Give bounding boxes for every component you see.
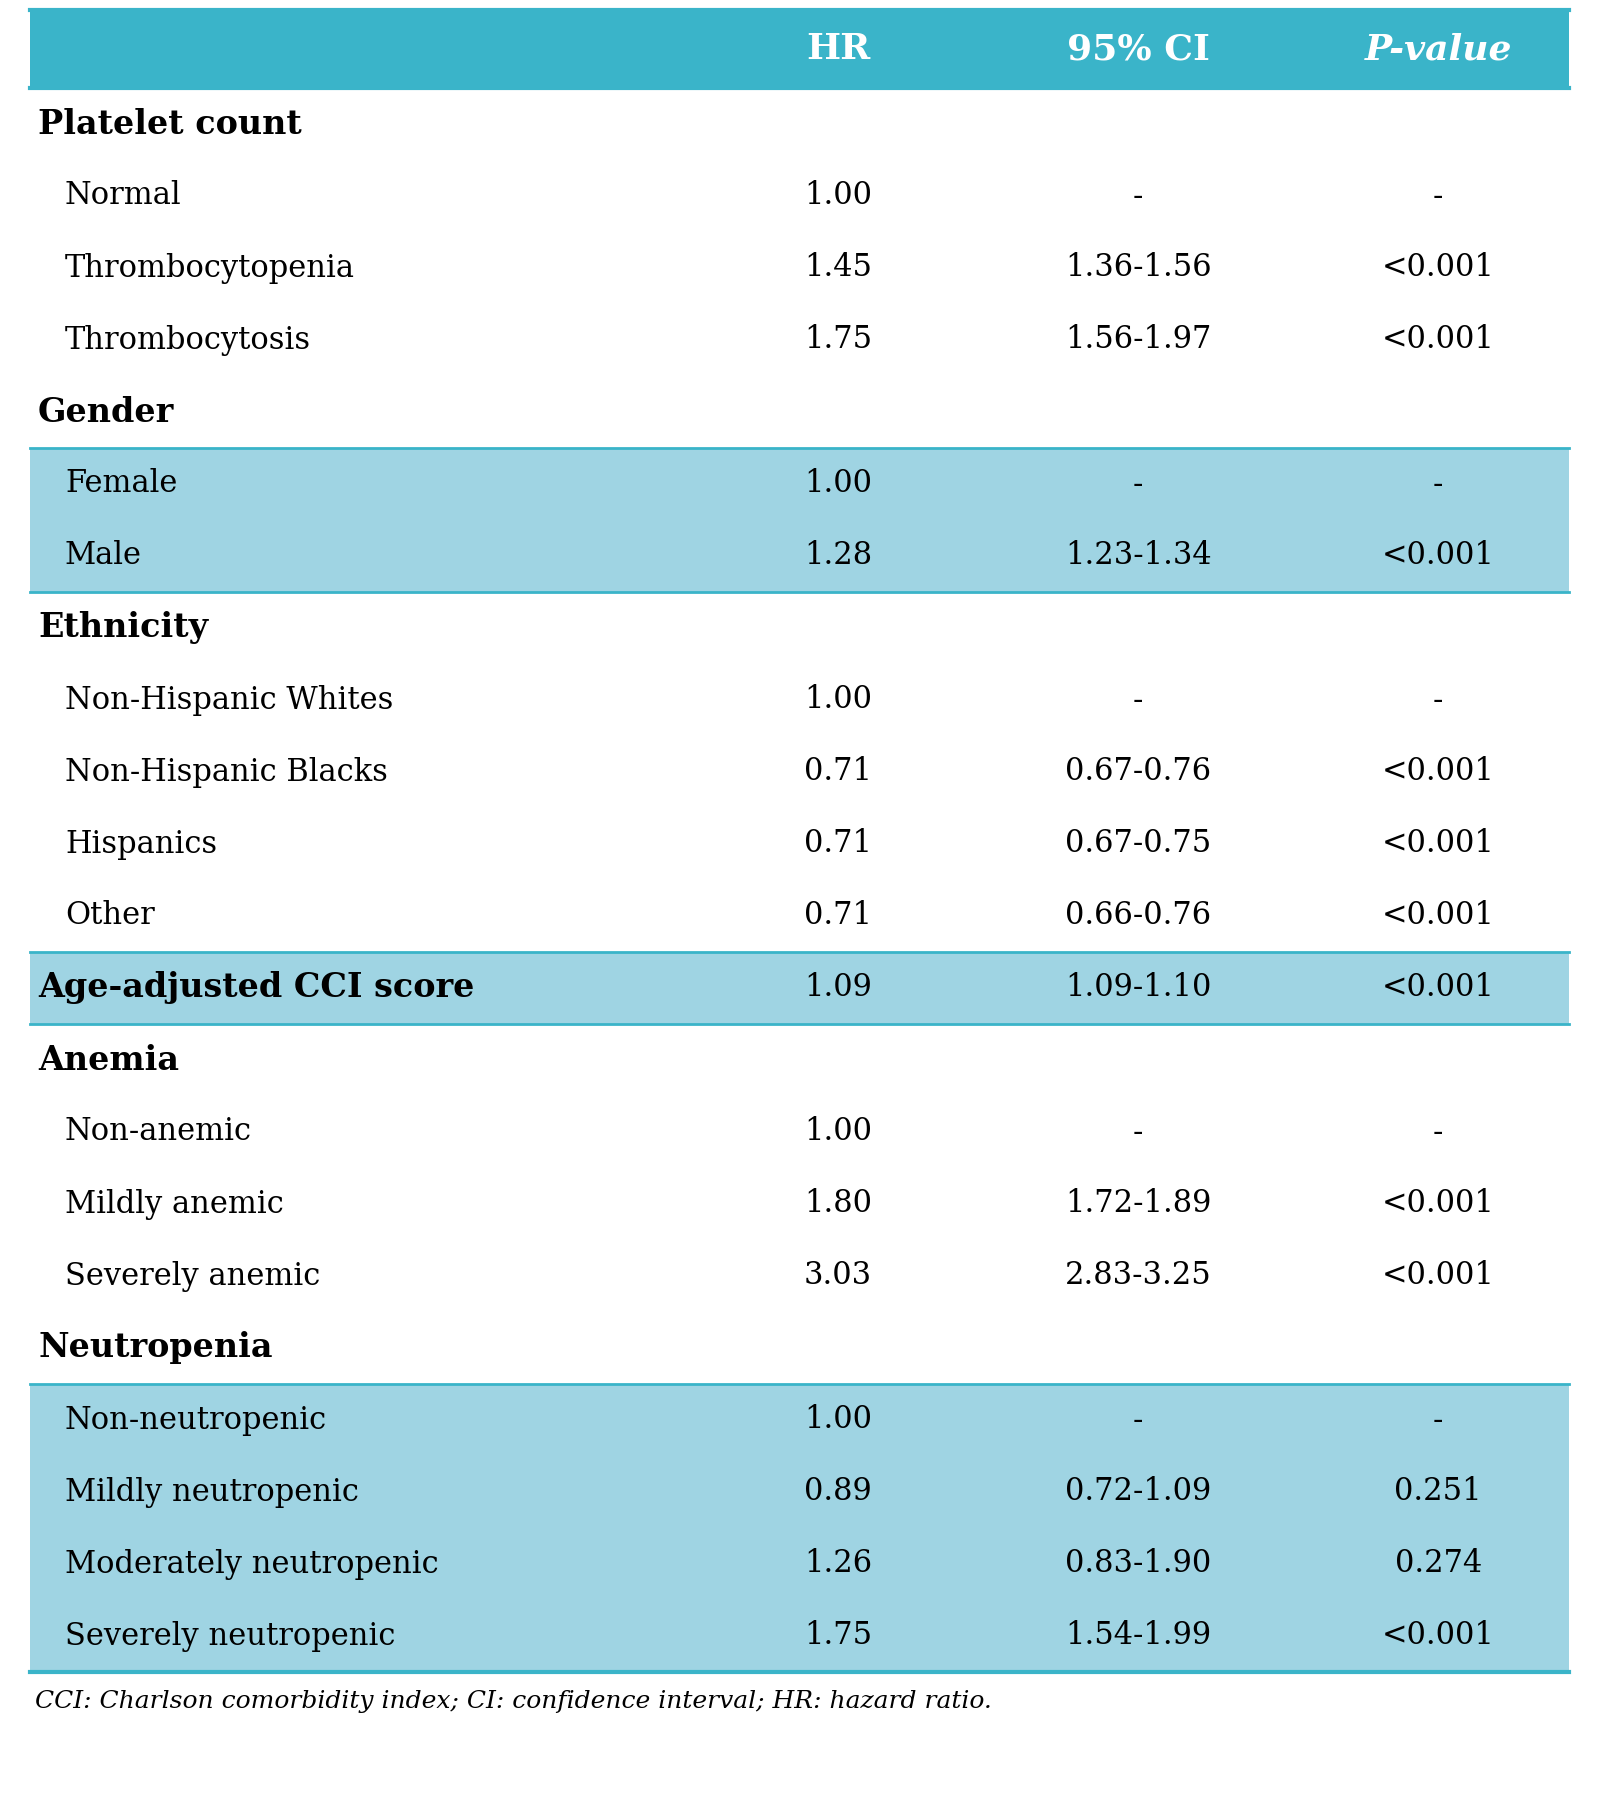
Text: <0.001: <0.001 — [1382, 1260, 1495, 1292]
Text: <0.001: <0.001 — [1382, 972, 1495, 1004]
Text: Gender: Gender — [38, 396, 174, 428]
Text: 0.67-0.75: 0.67-0.75 — [1065, 828, 1210, 860]
Text: Severely anemic: Severely anemic — [66, 1260, 320, 1292]
Text: <0.001: <0.001 — [1382, 252, 1495, 283]
Text: <0.001: <0.001 — [1382, 540, 1495, 572]
Text: -: - — [1433, 180, 1444, 212]
Text: -: - — [1433, 1404, 1444, 1436]
Text: -: - — [1134, 468, 1143, 499]
Text: Mildly neutropenic: Mildly neutropenic — [66, 1476, 358, 1508]
Text: -: - — [1134, 684, 1143, 715]
Text: 1.28: 1.28 — [804, 540, 871, 572]
Text: 0.83-1.90: 0.83-1.90 — [1065, 1548, 1210, 1580]
Bar — [30, 952, 1569, 1024]
Text: 2.83-3.25: 2.83-3.25 — [1065, 1260, 1212, 1292]
Text: <0.001: <0.001 — [1382, 828, 1495, 860]
Text: Moderately neutropenic: Moderately neutropenic — [66, 1548, 438, 1580]
Text: 0.251: 0.251 — [1394, 1476, 1482, 1508]
Text: -: - — [1433, 1116, 1444, 1148]
Text: 95% CI: 95% CI — [1067, 32, 1209, 67]
Text: Female: Female — [66, 468, 177, 499]
Text: 0.71: 0.71 — [804, 756, 871, 788]
Text: 1.72-1.89: 1.72-1.89 — [1065, 1188, 1212, 1220]
Text: Male: Male — [66, 540, 142, 572]
Text: Neutropenia: Neutropenia — [38, 1332, 272, 1364]
Text: 1.00: 1.00 — [804, 468, 871, 499]
Text: Anemia: Anemia — [38, 1044, 179, 1076]
Text: <0.001: <0.001 — [1382, 324, 1495, 356]
Text: HR: HR — [806, 32, 870, 67]
Bar — [30, 448, 1569, 520]
Text: 1.75: 1.75 — [804, 1620, 871, 1652]
Text: 1.54-1.99: 1.54-1.99 — [1065, 1620, 1210, 1652]
Text: 1.00: 1.00 — [804, 1404, 871, 1436]
Text: Hispanics: Hispanics — [66, 828, 217, 860]
Text: <0.001: <0.001 — [1382, 900, 1495, 932]
Text: 3.03: 3.03 — [804, 1260, 871, 1292]
Text: Thrombocytosis: Thrombocytosis — [66, 324, 312, 356]
Text: 0.67-0.76: 0.67-0.76 — [1065, 756, 1210, 788]
Text: -: - — [1433, 468, 1444, 499]
Text: P-value: P-value — [1364, 32, 1513, 67]
Text: 1.36-1.56: 1.36-1.56 — [1065, 252, 1212, 283]
Text: 1.56-1.97: 1.56-1.97 — [1065, 324, 1212, 356]
Text: Non-neutropenic: Non-neutropenic — [66, 1404, 328, 1436]
Text: Ethnicity: Ethnicity — [38, 612, 208, 644]
Text: CCI: Charlson comorbidity index; CI: confidence interval; HR: hazard ratio.: CCI: Charlson comorbidity index; CI: con… — [35, 1690, 991, 1714]
Text: 1.00: 1.00 — [804, 684, 871, 715]
Text: 0.274: 0.274 — [1394, 1548, 1482, 1580]
Text: -: - — [1433, 684, 1444, 715]
Text: Non-anemic: Non-anemic — [66, 1116, 253, 1148]
Text: 1.80: 1.80 — [804, 1188, 871, 1220]
Text: 0.89: 0.89 — [804, 1476, 871, 1508]
Bar — [30, 1528, 1569, 1600]
Bar — [30, 520, 1569, 592]
Text: <0.001: <0.001 — [1382, 1188, 1495, 1220]
Text: 0.66-0.76: 0.66-0.76 — [1065, 900, 1210, 932]
Bar — [30, 11, 1569, 88]
Text: Age-adjusted CCI score: Age-adjusted CCI score — [38, 972, 475, 1004]
Text: Platelet count: Platelet count — [38, 108, 302, 140]
Text: 1.23-1.34: 1.23-1.34 — [1065, 540, 1212, 572]
Text: 1.09: 1.09 — [804, 972, 871, 1004]
Text: 0.72-1.09: 0.72-1.09 — [1065, 1476, 1210, 1508]
Text: 1.09-1.10: 1.09-1.10 — [1065, 972, 1212, 1004]
Text: Non-Hispanic Whites: Non-Hispanic Whites — [66, 684, 393, 715]
Text: <0.001: <0.001 — [1382, 756, 1495, 788]
Text: Thrombocytopenia: Thrombocytopenia — [66, 252, 355, 283]
Text: 1.26: 1.26 — [804, 1548, 871, 1580]
Bar — [30, 1384, 1569, 1456]
Text: -: - — [1134, 180, 1143, 212]
Text: Non-Hispanic Blacks: Non-Hispanic Blacks — [66, 756, 389, 788]
Text: Mildly anemic: Mildly anemic — [66, 1188, 283, 1220]
Text: 1.00: 1.00 — [804, 1116, 871, 1148]
Text: -: - — [1134, 1404, 1143, 1436]
Text: -: - — [1134, 1116, 1143, 1148]
Text: 0.71: 0.71 — [804, 828, 871, 860]
Bar — [30, 1456, 1569, 1528]
Text: Other: Other — [66, 900, 155, 932]
Text: Normal: Normal — [66, 180, 182, 212]
Text: 1.45: 1.45 — [804, 252, 871, 283]
Text: 0.71: 0.71 — [804, 900, 871, 932]
Text: 1.00: 1.00 — [804, 180, 871, 212]
Text: Severely neutropenic: Severely neutropenic — [66, 1620, 395, 1652]
Text: 1.75: 1.75 — [804, 324, 871, 356]
Bar — [30, 1600, 1569, 1672]
Text: <0.001: <0.001 — [1382, 1620, 1495, 1652]
